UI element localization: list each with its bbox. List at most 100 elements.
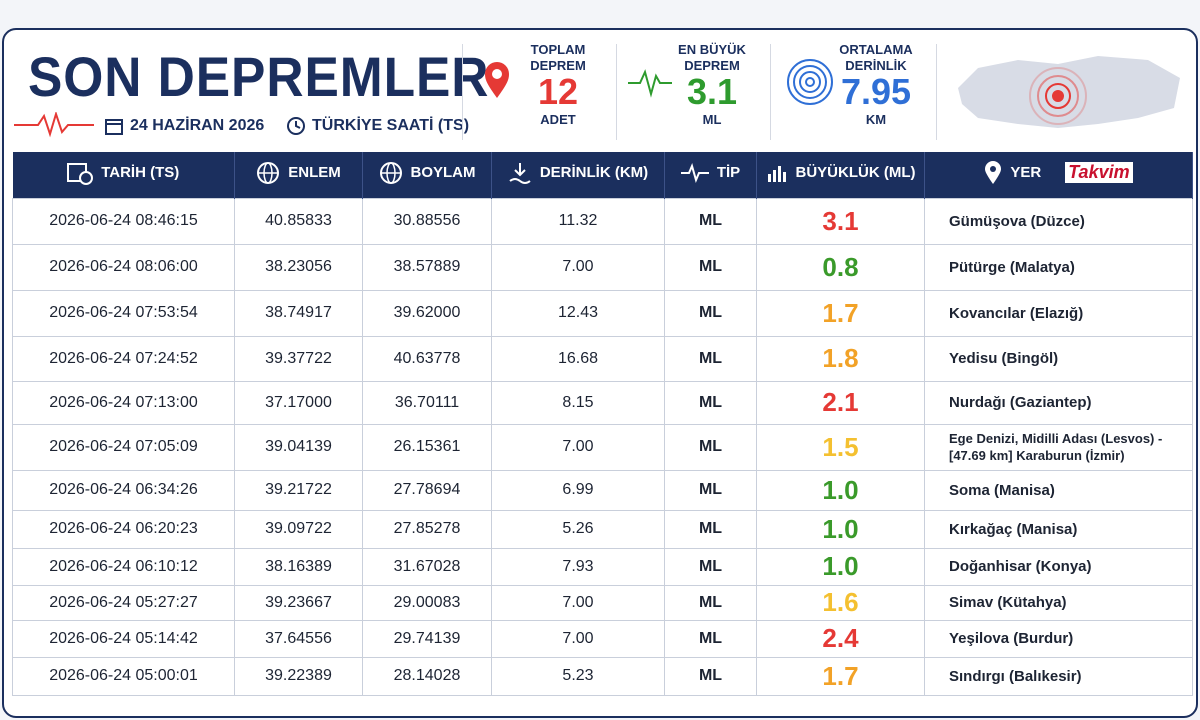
separator — [616, 44, 617, 140]
separator — [462, 44, 463, 140]
table-cell: Doğanhisar (Konya) — [924, 547, 1193, 586]
table-cell: 27.85278 — [362, 509, 492, 549]
table-cell: 28.14028 — [362, 656, 492, 696]
stat-unit: ML — [702, 112, 722, 127]
magnitude-cell: 3.1 — [756, 197, 925, 245]
header-icon — [767, 165, 786, 182]
header-content: TARİH (TS) — [67, 161, 179, 185]
table-row: 2026-06-24 07:13:00 37.17000 36.70111 8.15 M… — [12, 380, 1193, 425]
table-cell: 2026-06-24 08:06:00 — [12, 243, 235, 291]
magnitude-cell: 1.0 — [756, 469, 925, 511]
table-cell: ML — [664, 584, 757, 621]
table-cell: 38.23056 — [234, 243, 363, 291]
timezone: TÜRKİYE SAATİ (TS) — [286, 116, 469, 136]
table-cell: 12.43 — [491, 289, 665, 337]
header-text: BÜYÜKLÜK (ML) — [795, 164, 916, 182]
table-cell: Yeşilova (Burdur) — [924, 619, 1193, 658]
table-cell: ML — [664, 619, 757, 658]
table-row: 2026-06-24 06:20:23 39.09722 27.85278 5.26 M… — [12, 509, 1193, 549]
table-cell: 39.21722 — [234, 469, 363, 511]
table-cell: 31.67028 — [362, 547, 492, 586]
table-row: 2026-06-24 08:06:00 38.23056 38.57889 7.00 M… — [12, 243, 1193, 291]
header-icon — [509, 162, 531, 184]
header-content: BÜYÜKLÜK (ML) — [766, 162, 916, 184]
header-icon — [257, 161, 280, 184]
stat-label: DEPREM — [530, 58, 586, 73]
table-cell: 2026-06-24 05:14:42 — [12, 619, 235, 658]
separator — [936, 44, 937, 140]
table-cell: 8.15 — [491, 380, 665, 425]
table-cell: Sındırgı (Balıkesir) — [924, 656, 1193, 696]
table-row: 2026-06-24 07:53:54 38.74917 39.62000 12.43… — [12, 289, 1193, 337]
magnitude-cell: 2.1 — [756, 380, 925, 425]
header-text: BOYLAM — [410, 164, 476, 182]
title: SON DEPREMLER — [28, 45, 490, 108]
magnitude-cell: 1.0 — [756, 547, 925, 586]
header-text: ENLEM — [288, 164, 341, 182]
separator — [770, 44, 771, 140]
table-cell: ML — [664, 509, 757, 549]
table-cell: Ege Denizi, Midilli Adası (Lesvos) - [47… — [924, 423, 1193, 471]
magnitude-cell: 1.0 — [756, 509, 925, 549]
stat: ORTALAMA DERİNLİK 7.95 KM — [816, 42, 936, 127]
header-content: YER Takvim — [984, 160, 1133, 185]
table-cell: 37.64556 — [234, 619, 363, 658]
brand: Takvim — [1065, 162, 1133, 184]
magnitude-cell: 2.4 — [756, 619, 925, 658]
table-cell: 7.00 — [491, 584, 665, 621]
header-content: BOYLAM — [379, 161, 476, 185]
table-cell: Simav (Kütahya) — [924, 584, 1193, 621]
stat-value: 3.1 — [686, 71, 738, 112]
table-cell: 2026-06-24 06:34:26 — [12, 469, 235, 511]
magnitude-cell: 1.5 — [756, 423, 925, 471]
header-row: TARİH (TS) ENLEM BOYLAM DERİNLİK (KM) TİP BÜY… — [12, 152, 1193, 198]
stat-unit: ADET — [540, 112, 576, 127]
table-cell: 30.88556 — [362, 197, 492, 245]
stat-label: DEPREM — [684, 58, 740, 73]
column-header: YER Takvim — [924, 152, 1193, 198]
stat-label: DERİNLİK — [845, 58, 907, 73]
map — [958, 56, 1180, 128]
magnitude-cell: 1.7 — [756, 656, 925, 696]
table-cell: ML — [664, 656, 757, 696]
magnitude-cell: 0.8 — [756, 243, 925, 291]
table-cell: ML — [664, 423, 757, 471]
header-content: TİP — [680, 162, 741, 183]
header-icon — [680, 162, 709, 183]
table-cell: 2026-06-24 06:10:12 — [12, 547, 235, 586]
column-header: DERİNLİK (KM) — [491, 152, 665, 198]
table-row: 2026-06-24 06:10:12 38.16389 31.67028 7.93 M… — [12, 547, 1193, 586]
table-cell: ML — [664, 469, 757, 511]
table-cell: 39.04139 — [234, 423, 363, 471]
table-cell: 40.63778 — [362, 335, 492, 382]
table-row: 2026-06-24 07:24:52 39.37722 40.63778 16.68… — [12, 335, 1193, 382]
table-cell: 2026-06-24 05:00:01 — [12, 656, 235, 696]
header-text: TİP — [716, 164, 741, 182]
table-cell: 38.57889 — [362, 243, 492, 291]
table-cell: Pütürge (Malatya) — [924, 243, 1193, 291]
table-cell: 16.68 — [491, 335, 665, 382]
table-row: 2026-06-24 06:34:26 39.21722 27.78694 6.99 M… — [12, 469, 1193, 511]
table-cell: 2026-06-24 07:13:00 — [12, 380, 235, 425]
stat-value: 7.95 — [840, 71, 912, 112]
header-text: DERİNLİK (KM) — [539, 164, 649, 182]
table-cell: 7.00 — [491, 619, 665, 658]
table-cell: ML — [664, 197, 757, 245]
header-text: YER — [1010, 164, 1042, 182]
table-cell: 38.16389 — [234, 547, 363, 586]
table-row: 2026-06-24 05:00:01 39.22389 28.14028 5.23 M… — [12, 656, 1193, 696]
header-icon — [985, 160, 1002, 184]
table-cell: ML — [664, 289, 757, 337]
table-cell: 39.37722 — [234, 335, 363, 382]
column-header: TİP — [664, 152, 757, 198]
column-header: BÜYÜKLÜK (ML) — [756, 152, 925, 198]
table-cell: 2026-06-24 08:46:15 — [12, 197, 235, 245]
column-header: TARİH (TS) — [12, 152, 235, 198]
stat-unit: KM — [865, 112, 887, 127]
table-cell: 11.32 — [491, 197, 665, 245]
stat-label: ORTALAMA — [839, 42, 913, 57]
magnitude-cell: 1.7 — [756, 289, 925, 337]
table-cell: 7.93 — [491, 547, 665, 586]
header-icon — [379, 161, 402, 184]
table-cell: 7.00 — [491, 243, 665, 291]
